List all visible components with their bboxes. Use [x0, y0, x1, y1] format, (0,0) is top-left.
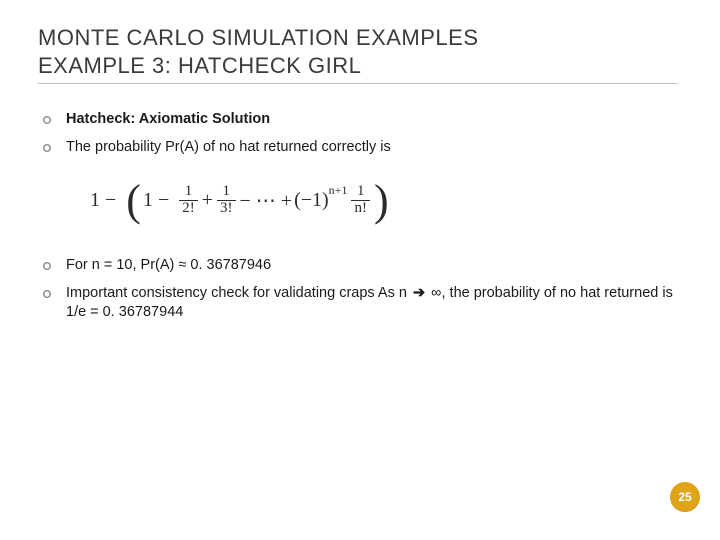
title-line-1: MONTE CARLO SIMULATION EXAMPLES — [38, 24, 692, 52]
arrow-right-icon: ➔ — [413, 285, 425, 301]
plus-1: + — [202, 189, 213, 212]
page-number-badge: 25 — [670, 482, 700, 512]
minus-cdots: − ⋯ + — [240, 188, 293, 213]
eqn-lead: 1 − — [90, 189, 116, 212]
fraction-3: 1 n! — [351, 184, 370, 217]
equation: 1 − ( 1 − 1 2! + 1 3! − ⋯ + ( — [90, 183, 692, 218]
title-block: MONTE CARLO SIMULATION EXAMPLES EXAMPLE … — [38, 24, 692, 84]
right-paren-icon: ) — [374, 183, 389, 218]
circle-bullet-icon — [42, 112, 52, 132]
title-underline — [38, 83, 678, 84]
bullet-4: Important consistency check for validati… — [42, 284, 692, 323]
left-paren-icon: ( — [126, 183, 141, 218]
bullet-text: For n = 10, Pr(A) ≈ 0. 36787946 — [66, 256, 692, 276]
circle-bullet-icon — [42, 258, 52, 278]
circle-bullet-icon — [42, 140, 52, 160]
eqn-inner-lead: 1 − — [143, 189, 169, 212]
circle-bullet-icon — [42, 286, 52, 306]
fraction-2: 1 3! — [217, 184, 236, 217]
page-number: 25 — [678, 490, 691, 504]
bullet-text: Hatcheck: Axiomatic Solution — [66, 110, 692, 130]
bullet-1: Hatcheck: Axiomatic Solution — [42, 110, 692, 132]
bullet-3: For n = 10, Pr(A) ≈ 0. 36787946 — [42, 256, 692, 278]
bullet-text: Important consistency check for validati… — [66, 284, 692, 323]
neg1-power: (−1) n+1 — [294, 189, 347, 212]
bullet-2: The probability Pr(A) of no hat returned… — [42, 138, 692, 160]
content: Hatcheck: Axiomatic Solution The probabi… — [38, 110, 692, 323]
slide: MONTE CARLO SIMULATION EXAMPLES EXAMPLE … — [0, 0, 720, 540]
title-line-2: EXAMPLE 3: HATCHECK GIRL — [38, 52, 692, 80]
bullet-text: The probability Pr(A) of no hat returned… — [66, 138, 692, 158]
fraction-1: 1 2! — [179, 184, 198, 217]
